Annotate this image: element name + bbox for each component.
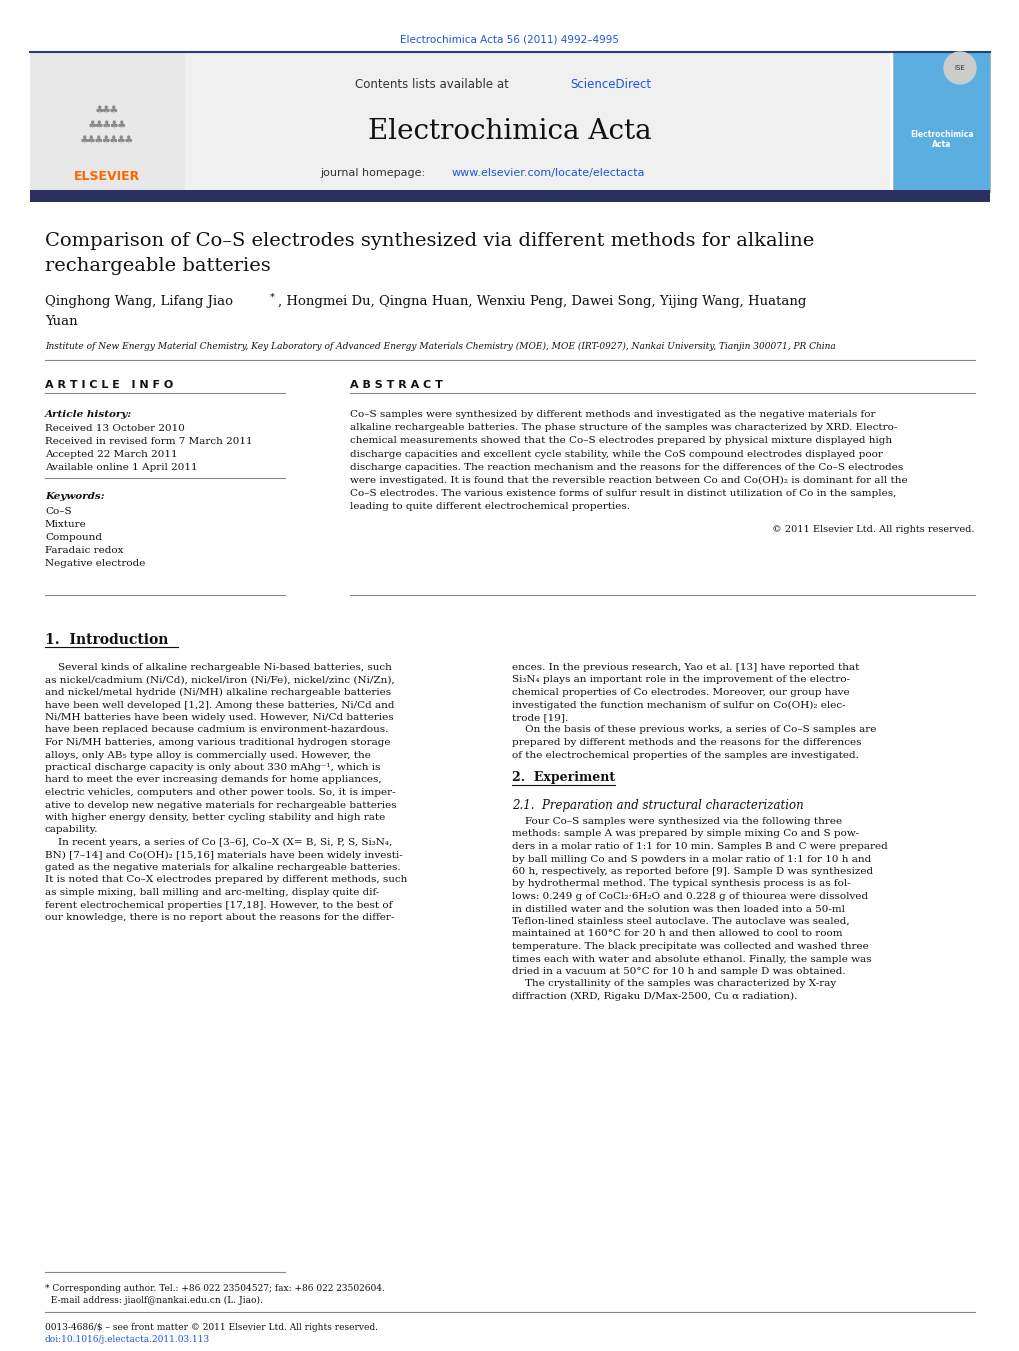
Text: practical discharge capacity is only about 330 mAhg⁻¹, which is: practical discharge capacity is only abo…	[45, 763, 380, 771]
Text: Teflon-lined stainless steel autoclave. The autoclave was sealed,: Teflon-lined stainless steel autoclave. …	[512, 917, 849, 925]
Text: It is noted that Co–X electrodes prepared by different methods, such: It is noted that Co–X electrodes prepare…	[45, 875, 407, 885]
Text: methods: sample A was prepared by simple mixing Co and S pow-: methods: sample A was prepared by simple…	[512, 830, 858, 839]
Text: For Ni/MH batteries, among various traditional hydrogen storage: For Ni/MH batteries, among various tradi…	[45, 738, 390, 747]
Text: E-mail address: jiaolf@nankai.edu.cn (L. Jiao).: E-mail address: jiaolf@nankai.edu.cn (L.…	[45, 1296, 263, 1305]
Text: 1.  Introduction: 1. Introduction	[45, 634, 168, 647]
Text: 2.  Experiment: 2. Experiment	[512, 771, 614, 784]
Text: ScienceDirect: ScienceDirect	[570, 78, 650, 91]
Text: gated as the negative materials for alkaline rechargeable batteries.: gated as the negative materials for alka…	[45, 863, 400, 871]
Text: Accepted 22 March 2011: Accepted 22 March 2011	[45, 450, 177, 459]
Text: as nickel/cadmium (Ni/Cd), nickel/iron (Ni/Fe), nickel/zinc (Ni/Zn),: as nickel/cadmium (Ni/Cd), nickel/iron (…	[45, 676, 394, 685]
Text: A B S T R A C T: A B S T R A C T	[350, 380, 442, 390]
Text: The crystallinity of the samples was characterized by X-ray: The crystallinity of the samples was cha…	[512, 979, 836, 989]
Text: Electrochimica Acta: Electrochimica Acta	[368, 118, 651, 145]
Text: by hydrothermal method. The typical synthesis process is as fol-: by hydrothermal method. The typical synt…	[512, 880, 850, 889]
Text: www.elsevier.com/locate/electacta: www.elsevier.com/locate/electacta	[451, 168, 645, 178]
Text: © 2011 Elsevier Ltd. All rights reserved.: © 2011 Elsevier Ltd. All rights reserved…	[771, 526, 974, 534]
Text: ♣♣♣
♣♣♣♣♣
♣♣♣♣♣♣♣: ♣♣♣ ♣♣♣♣♣ ♣♣♣♣♣♣♣	[81, 104, 133, 146]
Text: capability.: capability.	[45, 825, 98, 835]
Circle shape	[943, 51, 975, 84]
Text: doi:10.1016/j.electacta.2011.03.113: doi:10.1016/j.electacta.2011.03.113	[45, 1335, 210, 1344]
Text: ative to develop new negative materials for rechargeable batteries: ative to develop new negative materials …	[45, 801, 396, 809]
Bar	[30, 190, 989, 203]
Text: Co–S: Co–S	[45, 507, 71, 516]
Text: ELSEVIER: ELSEVIER	[73, 170, 140, 182]
Text: alkaline rechargeable batteries. The phase structure of the samples was characte: alkaline rechargeable batteries. The pha…	[350, 423, 897, 432]
Text: Faradaic redox: Faradaic redox	[45, 546, 123, 555]
Text: chemical measurements showed that the Co–S electrodes prepared by physical mixtu: chemical measurements showed that the Co…	[350, 436, 892, 446]
Text: Received in revised form 7 March 2011: Received in revised form 7 March 2011	[45, 436, 253, 446]
Text: Compound: Compound	[45, 534, 102, 542]
Text: discharge capacities. The reaction mechanism and the reasons for the differences: discharge capacities. The reaction mecha…	[350, 463, 903, 471]
Text: Article history:: Article history:	[45, 409, 132, 419]
Text: dried in a vacuum at 50°C for 10 h and sample D was obtained.: dried in a vacuum at 50°C for 10 h and s…	[512, 967, 845, 975]
Text: leading to quite different electrochemical properties.: leading to quite different electrochemic…	[350, 503, 630, 512]
Text: chemical properties of Co electrodes. Moreover, our group have: chemical properties of Co electrodes. Mo…	[512, 688, 849, 697]
Text: Four Co–S samples were synthesized via the following three: Four Co–S samples were synthesized via t…	[512, 817, 842, 825]
Text: 2.1.  Preparation and structural characterization: 2.1. Preparation and structural characte…	[512, 798, 803, 812]
Text: In recent years, a series of Co [3–6], Co–X (X= B, Si, P, S, Si₃N₄,: In recent years, a series of Co [3–6], C…	[45, 838, 392, 847]
Text: times each with water and absolute ethanol. Finally, the sample was: times each with water and absolute ethan…	[512, 955, 870, 963]
Text: diffraction (XRD, Rigaku D/Max-2500, Cu α radiation).: diffraction (XRD, Rigaku D/Max-2500, Cu …	[512, 992, 797, 1001]
Text: lows: 0.249 g of CoCl₂·6H₂O and 0.228 g of thiourea were dissolved: lows: 0.249 g of CoCl₂·6H₂O and 0.228 g …	[512, 892, 867, 901]
Text: Institute of New Energy Material Chemistry, Key Laboratory of Advanced Energy Ma: Institute of New Energy Material Chemist…	[45, 342, 835, 351]
Text: hard to meet the ever increasing demands for home appliances,: hard to meet the ever increasing demands…	[45, 775, 381, 785]
Text: 60 h, respectively, as reported before [9]. Sample D was synthesized: 60 h, respectively, as reported before […	[512, 867, 872, 875]
Text: Contents lists available at: Contents lists available at	[355, 78, 513, 91]
Text: ences. In the previous research, Yao et al. [13] have reported that: ences. In the previous research, Yao et …	[512, 663, 859, 671]
Text: rechargeable batteries: rechargeable batteries	[45, 257, 270, 276]
Text: Comparison of Co–S electrodes synthesized via different methods for alkaline: Comparison of Co–S electrodes synthesize…	[45, 232, 813, 250]
Text: our knowledge, there is no report about the reasons for the differ-: our knowledge, there is no report about …	[45, 913, 394, 921]
Text: , Hongmei Du, Qingna Huan, Wenxiu Peng, Dawei Song, Yijing Wang, Huatang: , Hongmei Du, Qingna Huan, Wenxiu Peng, …	[278, 295, 806, 308]
Text: * Corresponding author. Tel.: +86 022 23504527; fax: +86 022 23502604.: * Corresponding author. Tel.: +86 022 23…	[45, 1283, 384, 1293]
Text: Qinghong Wang, Lifang Jiao: Qinghong Wang, Lifang Jiao	[45, 295, 232, 308]
Text: Mixture: Mixture	[45, 520, 87, 530]
Text: BN) [7–14] and Co(OH)₂ [15,16] materials have been widely investi-: BN) [7–14] and Co(OH)₂ [15,16] materials…	[45, 851, 403, 859]
Text: electric vehicles, computers and other power tools. So, it is imper-: electric vehicles, computers and other p…	[45, 788, 395, 797]
Text: maintained at 160°C for 20 h and then allowed to cool to room: maintained at 160°C for 20 h and then al…	[512, 929, 842, 939]
Text: 0013-4686/$ – see front matter © 2011 Elsevier Ltd. All rights reserved.: 0013-4686/$ – see front matter © 2011 El…	[45, 1323, 378, 1332]
Text: in distilled water and the solution was then loaded into a 50-ml: in distilled water and the solution was …	[512, 905, 844, 913]
Text: Si₃N₄ plays an important role in the improvement of the electro-: Si₃N₄ plays an important role in the imp…	[512, 676, 849, 685]
Text: A R T I C L E   I N F O: A R T I C L E I N F O	[45, 380, 173, 390]
Bar	[30, 51, 184, 190]
Text: by ball milling Co and S powders in a molar ratio of 1:1 for 10 h and: by ball milling Co and S powders in a mo…	[512, 854, 870, 863]
Text: ISE: ISE	[954, 65, 964, 72]
Text: Negative electrode: Negative electrode	[45, 559, 146, 567]
Text: Electrochimica
Acta: Electrochimica Acta	[909, 130, 973, 150]
Text: as simple mixing, ball milling and arc-melting, display quite dif-: as simple mixing, ball milling and arc-m…	[45, 888, 379, 897]
Text: alloys, only AB₅ type alloy is commercially used. However, the: alloys, only AB₅ type alloy is commercia…	[45, 751, 371, 759]
Text: and nickel/metal hydride (Ni/MH) alkaline rechargeable batteries: and nickel/metal hydride (Ni/MH) alkalin…	[45, 688, 390, 697]
Text: ders in a molar ratio of 1:1 for 10 min. Samples B and C were prepared: ders in a molar ratio of 1:1 for 10 min.…	[512, 842, 887, 851]
Text: of the electrochemical properties of the samples are investigated.: of the electrochemical properties of the…	[512, 751, 858, 759]
Text: Co–S samples were synthesized by different methods and investigated as the negat: Co–S samples were synthesized by differe…	[350, 409, 874, 419]
Text: Received 13 October 2010: Received 13 October 2010	[45, 424, 184, 434]
Text: Yuan: Yuan	[45, 315, 77, 328]
Text: Co–S electrodes. The various existence forms of sulfur result in distinct utiliz: Co–S electrodes. The various existence f…	[350, 489, 896, 499]
Text: investigated the function mechanism of sulfur on Co(OH)₂ elec-: investigated the function mechanism of s…	[512, 701, 845, 709]
Text: Electrochimica Acta 56 (2011) 4992–4995: Electrochimica Acta 56 (2011) 4992–4995	[400, 35, 619, 45]
Text: On the basis of these previous works, a series of Co–S samples are: On the basis of these previous works, a …	[512, 725, 875, 735]
Text: were investigated. It is found that the reversible reaction between Co and Co(OH: were investigated. It is found that the …	[350, 476, 907, 485]
Text: with higher energy density, better cycling stability and high rate: with higher energy density, better cycli…	[45, 813, 385, 821]
Bar	[30, 51, 890, 190]
Text: have been well developed [1,2]. Among these batteries, Ni/Cd and: have been well developed [1,2]. Among th…	[45, 701, 394, 709]
Text: trode [19].: trode [19].	[512, 713, 568, 721]
Text: Several kinds of alkaline rechargeable Ni-based batteries, such: Several kinds of alkaline rechargeable N…	[45, 663, 391, 671]
Text: discharge capacities and excellent cycle stability, while the CoS compound elect: discharge capacities and excellent cycle…	[350, 450, 882, 458]
Text: *: *	[270, 293, 274, 303]
Text: Ni/MH batteries have been widely used. However, Ni/Cd batteries: Ni/MH batteries have been widely used. H…	[45, 713, 393, 721]
Text: Available online 1 April 2011: Available online 1 April 2011	[45, 463, 198, 471]
Text: journal homepage:: journal homepage:	[320, 168, 428, 178]
Text: Keywords:: Keywords:	[45, 492, 105, 501]
Text: prepared by different methods and the reasons for the differences: prepared by different methods and the re…	[512, 738, 861, 747]
Text: have been replaced because cadmium is environment-hazardous.: have been replaced because cadmium is en…	[45, 725, 388, 735]
Text: ferent electrochemical properties [17,18]. However, to the best of: ferent electrochemical properties [17,18…	[45, 901, 392, 909]
Text: temperature. The black precipitate was collected and washed three: temperature. The black precipitate was c…	[512, 942, 868, 951]
Bar	[892, 51, 989, 192]
